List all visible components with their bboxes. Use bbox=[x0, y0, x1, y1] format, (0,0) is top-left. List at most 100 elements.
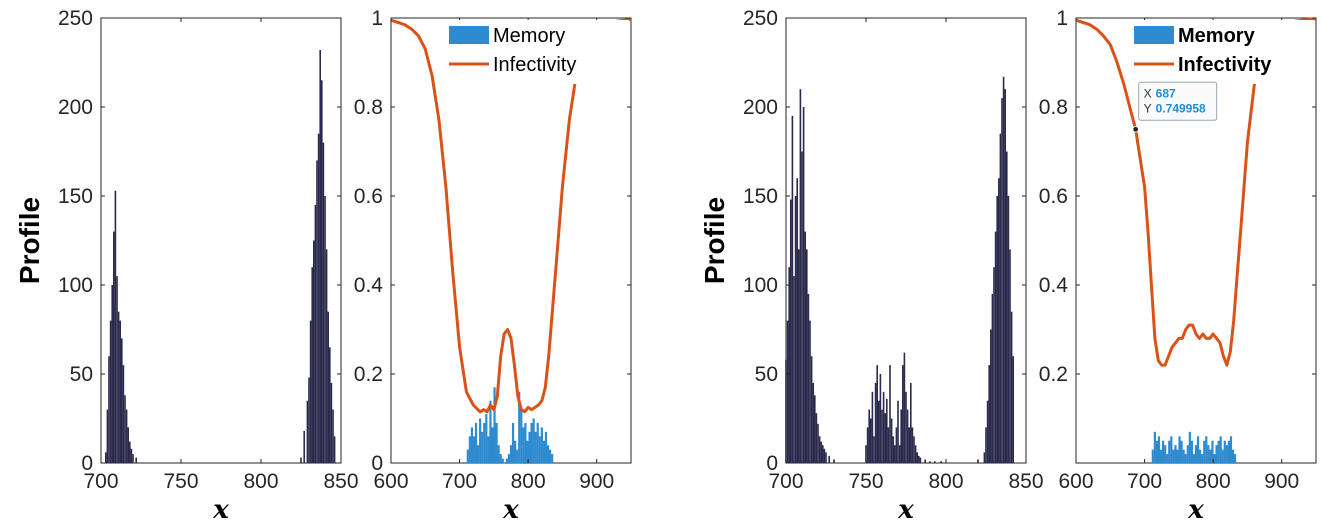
bar bbox=[481, 431, 484, 463]
bar bbox=[796, 178, 798, 463]
x-tick-label: 600 bbox=[373, 470, 408, 493]
bar bbox=[135, 457, 137, 463]
bar bbox=[900, 409, 902, 463]
bar bbox=[1010, 311, 1013, 463]
bar bbox=[1159, 449, 1163, 463]
bar bbox=[1178, 436, 1181, 463]
bar bbox=[1172, 449, 1175, 463]
y-tick-label: 200 bbox=[743, 96, 778, 119]
bar bbox=[333, 436, 336, 463]
datatip-y-value: 0.749958 bbox=[1156, 101, 1206, 115]
bar bbox=[130, 448, 133, 463]
y-tick-label: 0.8 bbox=[1039, 96, 1068, 119]
bar bbox=[1227, 440, 1231, 463]
bar bbox=[1170, 436, 1173, 463]
x-tick-label: 900 bbox=[1264, 470, 1299, 493]
y-tick-label: 1 bbox=[371, 7, 383, 30]
bar bbox=[306, 400, 309, 463]
bar bbox=[1192, 454, 1196, 463]
bar bbox=[117, 311, 120, 463]
panel-c-profile-histogram: 700 750 800 850 0 50 100 150 200 250 x Profile bbox=[699, 7, 1044, 522]
bar bbox=[526, 440, 529, 463]
y-tick-label: 0.6 bbox=[1039, 185, 1068, 208]
bar bbox=[889, 365, 891, 463]
bar bbox=[804, 231, 806, 463]
bar bbox=[121, 338, 123, 463]
bar bbox=[1188, 431, 1191, 463]
x-tick-label: 600 bbox=[1058, 470, 1093, 493]
bar bbox=[316, 160, 318, 463]
bar bbox=[522, 427, 525, 463]
bar bbox=[1186, 445, 1189, 463]
bar bbox=[785, 359, 787, 463]
bar bbox=[817, 423, 819, 463]
bar bbox=[314, 204, 317, 463]
bar bbox=[820, 441, 822, 463]
bar bbox=[546, 445, 550, 463]
bar bbox=[106, 409, 109, 463]
bar bbox=[124, 395, 126, 463]
y-tick-label: 0.6 bbox=[354, 185, 383, 208]
bar bbox=[530, 422, 533, 463]
x-tick-label: 700 bbox=[1127, 470, 1162, 493]
y-tick-label: 250 bbox=[58, 7, 93, 30]
datatip-x-label: X bbox=[1144, 86, 1152, 100]
bar bbox=[505, 458, 508, 463]
bar bbox=[119, 320, 121, 463]
bar bbox=[906, 409, 909, 463]
legend: Memory Infectivity bbox=[446, 20, 629, 84]
panel-a-profile-histogram: 700 750 800 850 0 50 100 150 200 250 x Profile bbox=[14, 7, 359, 522]
bar bbox=[1213, 454, 1216, 463]
bar bbox=[111, 285, 113, 463]
bar bbox=[1223, 440, 1226, 463]
bar bbox=[977, 459, 979, 463]
datatip-x-value: 687 bbox=[1156, 86, 1176, 100]
bar bbox=[887, 427, 890, 463]
bar bbox=[895, 427, 898, 463]
y-tick-label: 200 bbox=[58, 96, 93, 119]
bar bbox=[485, 414, 488, 463]
bar bbox=[322, 142, 325, 463]
bar bbox=[1217, 440, 1220, 463]
plot-area bbox=[390, 17, 632, 464]
bar bbox=[886, 398, 888, 463]
bar bbox=[468, 436, 471, 463]
bar bbox=[815, 413, 818, 463]
bar bbox=[300, 457, 302, 463]
bar bbox=[1221, 449, 1224, 463]
bar bbox=[536, 422, 539, 463]
bar bbox=[996, 196, 998, 463]
bar bbox=[1219, 436, 1222, 463]
datatip: X 687 Y 0.749958 bbox=[1132, 81, 1218, 133]
bar bbox=[1203, 440, 1206, 463]
x-tick-label: 800 bbox=[928, 470, 963, 493]
bar bbox=[807, 293, 810, 463]
bar bbox=[532, 418, 535, 463]
bar bbox=[914, 445, 917, 463]
bar bbox=[994, 231, 997, 463]
bar bbox=[1211, 440, 1214, 463]
bar bbox=[329, 347, 331, 463]
bar bbox=[109, 320, 112, 463]
bar bbox=[876, 365, 878, 463]
bar bbox=[1153, 431, 1156, 463]
bar bbox=[1161, 440, 1165, 463]
bar bbox=[116, 276, 118, 463]
x-tick-label: 800 bbox=[1196, 470, 1231, 493]
datatip-y-label: Y bbox=[1144, 101, 1152, 115]
bar bbox=[114, 190, 117, 463]
bar bbox=[491, 427, 494, 463]
bar bbox=[1007, 196, 1010, 463]
bar bbox=[127, 427, 129, 463]
bar bbox=[548, 449, 552, 463]
bar bbox=[540, 427, 543, 463]
x-tick-label: 900 bbox=[579, 470, 614, 493]
y-tick-label: 100 bbox=[743, 274, 778, 297]
bar bbox=[520, 409, 523, 463]
y-tick-label: 0.4 bbox=[1039, 274, 1069, 297]
bar bbox=[918, 455, 920, 463]
bar bbox=[881, 409, 883, 463]
bar bbox=[317, 133, 320, 463]
bar bbox=[518, 391, 521, 463]
bar bbox=[1006, 151, 1008, 463]
